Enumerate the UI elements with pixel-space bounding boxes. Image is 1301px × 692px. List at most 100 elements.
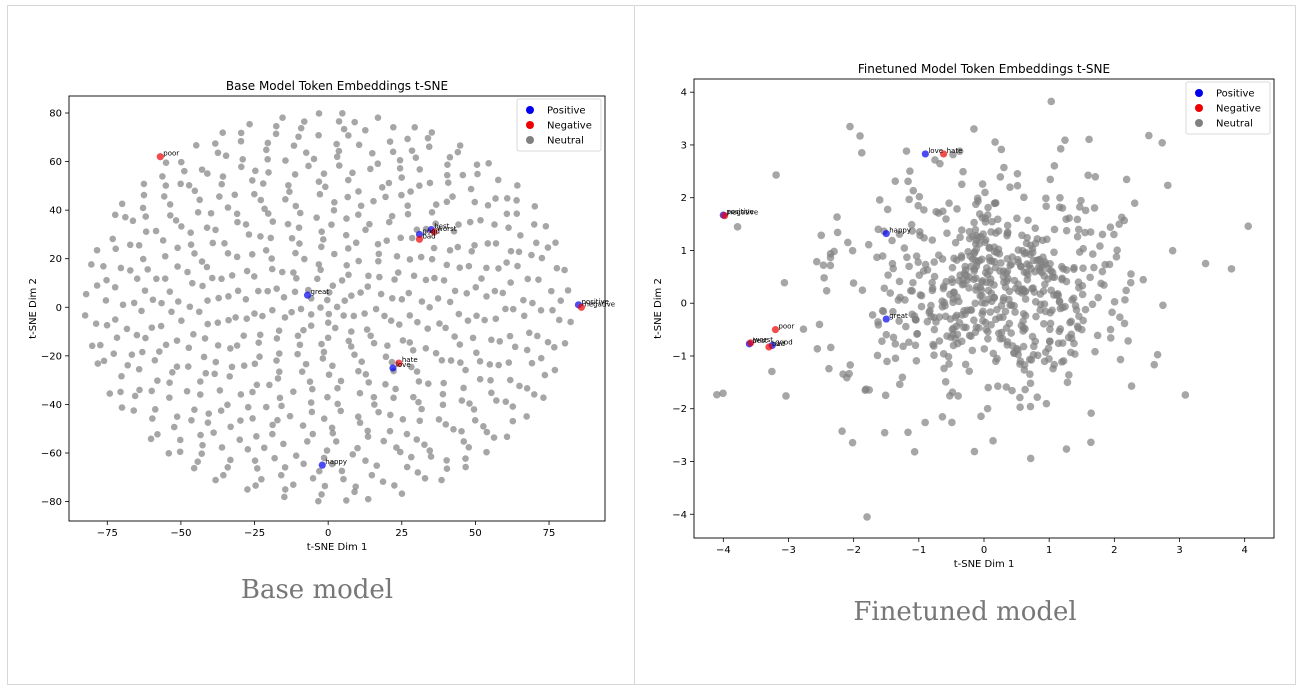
- x-tick-label: −1: [911, 545, 926, 556]
- neutral-point: [425, 143, 433, 151]
- neutral-point: [961, 360, 970, 369]
- neutral-point: [406, 256, 414, 263]
- neutral-point: [282, 196, 289, 203]
- neutral-point: [349, 169, 356, 177]
- neutral-point: [242, 296, 250, 303]
- neutral-point: [951, 238, 960, 247]
- neutral-point: [320, 348, 328, 356]
- neutral-point: [436, 320, 443, 327]
- neutral-point: [303, 438, 311, 445]
- neutral-point: [465, 262, 473, 270]
- x-tick-label: 0: [325, 528, 331, 539]
- neutral-point: [118, 372, 125, 380]
- neutral-point: [124, 361, 132, 369]
- neutral-point: [369, 149, 376, 157]
- neutral-point: [1033, 351, 1042, 360]
- neutral-point: [325, 371, 333, 378]
- neutral-point: [1054, 339, 1063, 348]
- neutral-point: [264, 287, 271, 295]
- neutral-point: [112, 245, 120, 253]
- neutral-point: [266, 381, 273, 389]
- neutral-point: [215, 294, 222, 302]
- neutral-point: [1026, 379, 1035, 388]
- neutral-point: [1026, 402, 1035, 411]
- neutral-point: [1039, 253, 1047, 262]
- neutral-point: [100, 263, 107, 270]
- neutral-point: [330, 207, 338, 214]
- neutral-point: [431, 274, 438, 282]
- neutral-point: [462, 455, 469, 462]
- neutral-point: [520, 312, 528, 320]
- y-tick-label: 60: [49, 157, 62, 168]
- neutral-point: [200, 353, 208, 361]
- neutral-point: [328, 221, 335, 228]
- neutral-point: [993, 215, 1002, 224]
- neutral-point: [240, 332, 248, 339]
- neutral-point: [245, 231, 253, 238]
- neutral-point: [334, 400, 341, 408]
- neutral-point: [142, 213, 150, 220]
- neutral-point: [953, 205, 961, 213]
- neutral-point: [912, 252, 921, 260]
- neutral-point: [1087, 438, 1095, 447]
- neutral-point: [191, 187, 199, 195]
- neutral-point: [269, 306, 276, 314]
- neutral-point: [331, 199, 338, 206]
- neutral-point: [971, 225, 980, 234]
- neutral-point: [339, 110, 346, 117]
- neutral-point: [864, 240, 873, 249]
- legend-marker-negative: [526, 121, 534, 129]
- neutral-point: [335, 118, 343, 125]
- neutral-point: [290, 269, 297, 276]
- neutral-point: [858, 286, 867, 295]
- neutral-point: [144, 266, 151, 273]
- neutral-point: [140, 191, 148, 199]
- neutral-point: [396, 165, 404, 172]
- neutral-point: [256, 331, 264, 339]
- neutral-point: [363, 326, 371, 333]
- neutral-point: [345, 271, 352, 279]
- neutral-point: [1163, 181, 1172, 190]
- neutral-point: [149, 296, 157, 304]
- neutral-point: [939, 284, 948, 293]
- neutral-point: [277, 471, 285, 479]
- neutral-point: [958, 280, 967, 289]
- y-tick-label: 20: [49, 254, 62, 265]
- neutral-point: [388, 358, 396, 366]
- neutral-point: [393, 253, 401, 260]
- neutral-point: [381, 312, 388, 320]
- y-axis-label: t-SNE Dim 2: [28, 278, 39, 339]
- neutral-point: [886, 289, 895, 297]
- neutral-point: [290, 388, 297, 395]
- neutral-point: [1026, 241, 1035, 250]
- neutral-point: [891, 354, 900, 363]
- neutral-point: [344, 193, 352, 201]
- token-point-hate: [939, 150, 948, 158]
- neutral-point: [447, 357, 455, 364]
- neutral-point: [905, 195, 913, 204]
- neutral-point: [261, 205, 268, 213]
- neutral-point: [103, 276, 110, 284]
- neutral-point: [343, 497, 350, 504]
- neutral-point: [186, 303, 194, 311]
- neutral-point: [126, 241, 134, 249]
- neutral-point: [315, 178, 323, 185]
- neutral-point: [1046, 319, 1055, 328]
- y-tick-label: 80: [49, 109, 62, 120]
- neutral-point: [483, 448, 490, 456]
- neutral-point: [928, 286, 937, 295]
- neutral-point: [244, 403, 252, 411]
- neutral-point: [302, 360, 310, 368]
- neutral-point: [943, 229, 951, 238]
- neutral-point: [242, 221, 250, 228]
- neutral-point: [997, 145, 1006, 154]
- neutral-point: [81, 312, 89, 319]
- neutral-point: [161, 275, 169, 282]
- neutral-point: [410, 393, 417, 401]
- neutral-point: [190, 331, 197, 338]
- neutral-point: [971, 299, 979, 308]
- token-label-love: love: [396, 361, 411, 369]
- neutral-point: [362, 457, 369, 464]
- x-tick-label: −4: [716, 545, 731, 556]
- neutral-point: [282, 157, 289, 164]
